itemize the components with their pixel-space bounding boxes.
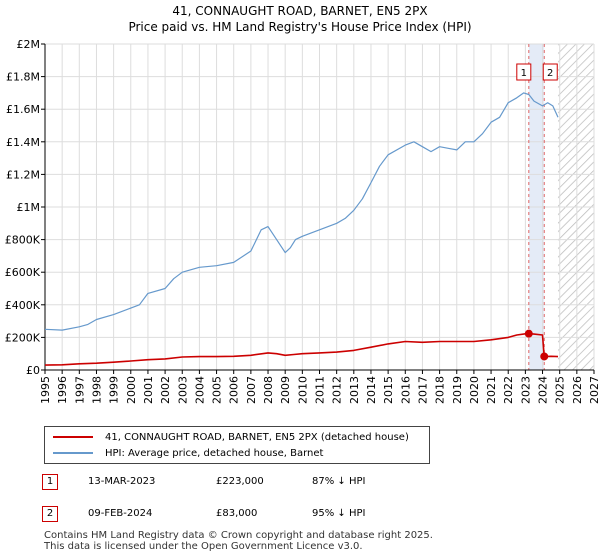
x-tick-label: 1998: [90, 376, 103, 404]
x-tick-label: 2001: [142, 376, 155, 404]
x-tick-label: 2007: [245, 376, 258, 404]
y-tick-label: £1.2M: [6, 168, 40, 181]
y-tick-label: £1.8M: [6, 71, 40, 84]
transaction-badge: 2: [42, 506, 58, 522]
chart-title: 41, CONNAUGHT ROAD, BARNET, EN5 2PX: [172, 4, 428, 18]
transaction-point: [524, 329, 533, 338]
transaction-label: 2: [547, 68, 553, 79]
x-tick-label: 2006: [228, 376, 241, 404]
series-line-property: [44, 332, 559, 366]
x-tick-label: 2009: [279, 376, 292, 404]
x-tick-label: 2000: [125, 376, 138, 404]
legend-swatch-property: [53, 436, 93, 438]
x-tick-label: 2021: [485, 376, 498, 404]
y-tick-label: £1M: [17, 201, 41, 214]
footer-copyright: Contains HM Land Registry data © Crown c…: [44, 530, 433, 541]
y-tick-label: £600K: [5, 266, 41, 279]
x-tick-label: 1995: [39, 376, 52, 404]
series-line-hpi: [44, 92, 559, 331]
x-tick-label: 2020: [468, 376, 481, 404]
x-tick-label: 2019: [451, 376, 464, 404]
transaction-row: 2 09-FEB-2024 £83,000 95% ↓ HPI: [42, 506, 462, 522]
x-tick-label: 2002: [159, 376, 172, 404]
x-tick-label: 2005: [211, 376, 224, 404]
legend-label-hpi: HPI: Average price, detached house, Barn…: [105, 447, 324, 459]
footer-license: This data is licensed under the Open Gov…: [44, 541, 363, 552]
x-tick-label: 1997: [73, 376, 86, 404]
y-tick-label: £1.6M: [6, 103, 40, 116]
transaction-hpi: 95% ↓ HPI: [312, 508, 366, 519]
x-tick-label: 2016: [399, 376, 412, 404]
x-tick-label: 1999: [108, 376, 121, 404]
y-tick-label: £400K: [5, 299, 41, 312]
transaction-hpi: 87% ↓ HPI: [312, 476, 366, 487]
x-tick-label: 2017: [416, 376, 429, 404]
y-tick-label: £200K: [5, 331, 41, 344]
x-tick-label: 2024: [537, 376, 550, 404]
x-tick-label: 2015: [382, 376, 395, 404]
x-tick-label: 2027: [588, 376, 600, 404]
transaction-label-box: [542, 63, 558, 81]
price-chart: £0 £200K £400K £600K £800K £1M £1.2M £1.4M £1.6M…: [5, 38, 600, 404]
legend-item-hpi: HPI: Average price, detached house, Barn…: [53, 446, 323, 460]
x-tick-label: 2011: [314, 376, 327, 404]
transaction-label-box: [516, 63, 532, 81]
transaction-price: £223,000: [216, 476, 264, 487]
legend-label-property: 41, CONNAUGHT ROAD, BARNET, EN5 2PX (det…: [105, 431, 409, 443]
transaction-badge: 1: [42, 474, 58, 490]
y-tick-label: £2M: [17, 38, 41, 51]
transaction-date: 13-MAR-2023: [88, 476, 156, 487]
y-tick-label: £0: [26, 364, 40, 377]
y-tick-label: £800K: [5, 234, 41, 247]
transaction-date: 09-FEB-2024: [88, 508, 153, 519]
x-tick-label: 2013: [348, 376, 361, 404]
y-tick-label: £1.4M: [6, 136, 40, 149]
footer: Contains HM Land Registry data © Crown c…: [44, 530, 433, 552]
transaction-row: 1 13-MAR-2023 £223,000 87% ↓ HPI: [42, 474, 462, 490]
x-tick-label: 2018: [434, 376, 447, 404]
transaction-point: [540, 352, 549, 361]
x-tick-label: 2003: [176, 376, 189, 404]
x-tick-label: 1996: [56, 376, 69, 404]
chart-legend: 41, CONNAUGHT ROAD, BARNET, EN5 2PX (det…: [44, 426, 430, 464]
x-tick-label: 2025: [554, 376, 567, 404]
transaction-price: £83,000: [216, 508, 258, 519]
x-tick-label: 2026: [571, 376, 584, 404]
chart-subtitle: Price paid vs. HM Land Registry's House …: [128, 20, 472, 34]
legend-swatch-hpi: [53, 452, 93, 454]
x-tick-label: 2010: [296, 376, 309, 404]
x-tick-label: 2014: [365, 376, 378, 404]
x-tick-label: 2004: [193, 376, 206, 404]
legend-item-property: 41, CONNAUGHT ROAD, BARNET, EN5 2PX (det…: [53, 430, 409, 444]
x-tick-label: 2023: [519, 376, 532, 404]
x-tick-label: 2022: [502, 376, 515, 404]
transaction-label: 1: [521, 68, 527, 79]
x-tick-label: 2008: [262, 376, 275, 404]
x-tick-label: 2012: [331, 376, 344, 404]
